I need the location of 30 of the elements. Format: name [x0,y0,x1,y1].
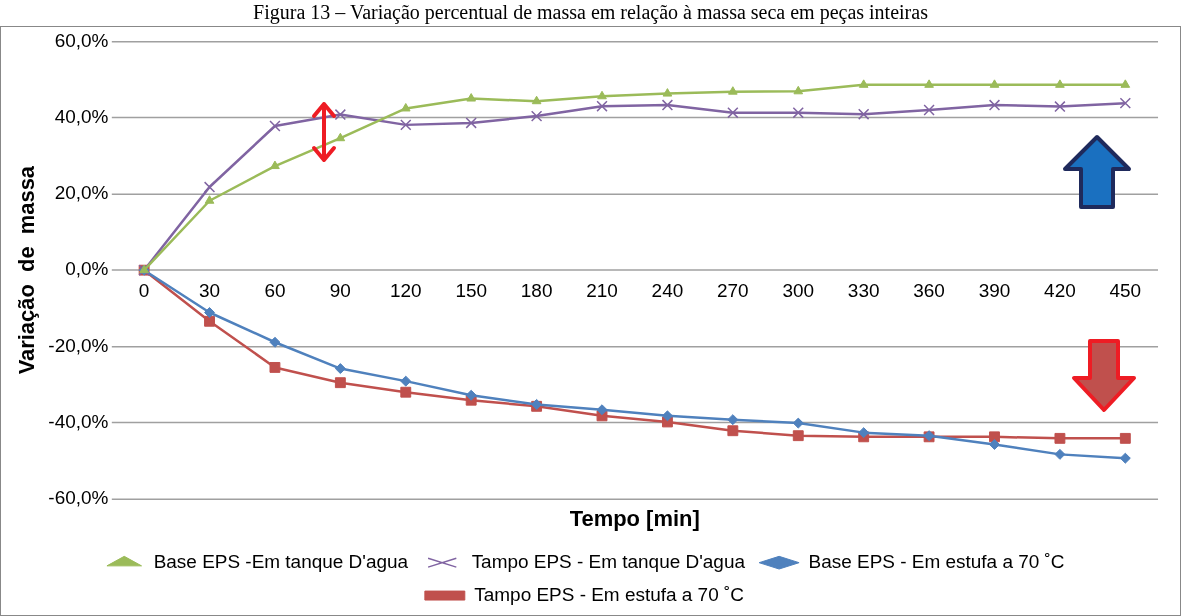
y-axis-title: Variação de massa [14,165,40,375]
y-tick-label: -40,0% [48,410,109,432]
y-tick-label: 40,0% [54,105,109,127]
x-tick-label: 450 [1109,279,1142,301]
x-tick-label: 180 [520,279,553,301]
x-tick-label: 210 [586,279,618,301]
x-tick-label: 270 [717,279,749,301]
x-tick-label: 60 [264,279,286,301]
legend-label: Base EPS - Em estufa a 70 ˚C [808,550,1065,572]
y-tick-label: -20,0% [48,334,109,356]
x-axis-title: Tempo [min] [569,506,700,532]
x-tick-label: 420 [1044,279,1076,301]
x-tick-label: 90 [329,279,351,301]
x-tick-label: 300 [782,279,815,301]
x-tick-label: 240 [651,279,684,301]
legend-label: Base EPS -Em tanque D'agua [153,550,409,572]
y-tick-label: 20,0% [54,182,109,204]
y-tick-label: -60,0% [48,487,109,509]
x-tick-label: 360 [913,279,945,301]
legend-label: Tampo EPS - Em tanque D'agua [471,550,746,572]
y-tick-label: 60,0% [54,29,109,51]
y-tick-label: 0,0% [65,258,109,280]
x-tick-label: 150 [455,279,488,301]
x-tick-label: 0 [138,279,150,301]
x-tick-label: 390 [978,279,1011,301]
legend-label: Tampo EPS - Em estufa a 70 ˚C [474,583,744,605]
chart-title: Figura 13 – Variação percentual de massa em relação à massa seca em peças inteiras [252,0,929,24]
x-tick-label: 120 [389,279,422,301]
x-tick-label: 330 [847,279,880,301]
x-tick-label: 30 [198,279,221,301]
